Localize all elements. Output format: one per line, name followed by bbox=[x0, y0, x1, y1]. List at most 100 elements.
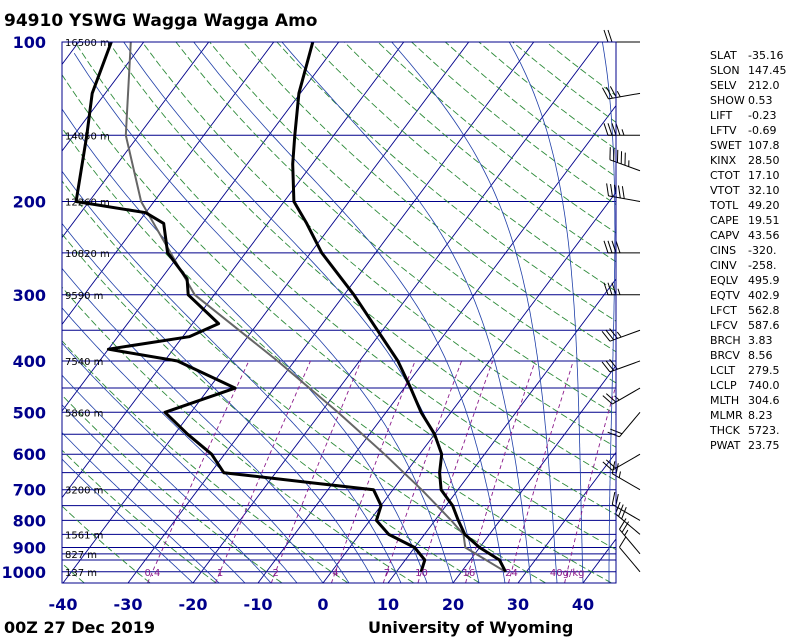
index-value: 212.0 bbox=[748, 79, 780, 92]
dry-adiabat-line bbox=[62, 233, 480, 583]
moist-adiabat-line bbox=[73, 52, 454, 583]
moist-adiabat-line bbox=[62, 342, 298, 583]
wind-barb-half bbox=[614, 395, 620, 401]
wind-barb-flag bbox=[611, 491, 616, 505]
mixing-ratio-line bbox=[214, 360, 311, 583]
index-value: 8.56 bbox=[748, 349, 773, 362]
index-key: MLTH bbox=[710, 394, 740, 407]
stability-indices: SLAT -35.16 SLON 147.45 SELV 212.0 SHOW 0.53 LIF… bbox=[710, 48, 800, 453]
index-row: SHOW 0.53 bbox=[710, 93, 800, 108]
index-row: TOTL 49.20 bbox=[710, 198, 800, 213]
mixing-ratio-label: 40g/kg bbox=[550, 568, 585, 579]
wind-barb-staff bbox=[619, 411, 641, 438]
moist-adiabat-line bbox=[508, 42, 584, 583]
index-key: CINS bbox=[710, 244, 737, 257]
index-key: MLMR bbox=[710, 409, 743, 422]
isotherm-line bbox=[452, 364, 616, 583]
index-key: THCK bbox=[710, 424, 740, 437]
isotherm-line bbox=[0, 42, 14, 583]
temperature-tick-label: 0 bbox=[317, 595, 328, 614]
wind-barb-flag bbox=[611, 282, 617, 295]
wind-barb-flag bbox=[602, 87, 609, 100]
index-row: LFCT 562.8 bbox=[710, 303, 800, 318]
moist-adiabat-line bbox=[391, 42, 558, 583]
moist-adiabat-line bbox=[62, 267, 350, 583]
wind-barb-flag bbox=[607, 123, 613, 136]
temperature-tick-label: 20 bbox=[442, 595, 464, 614]
height-label: 16500 m bbox=[65, 38, 110, 49]
dewpoint-curve bbox=[74, 42, 427, 573]
isotherm-line bbox=[192, 42, 600, 583]
footer-source: University of Wyoming bbox=[368, 618, 573, 637]
pressure-tick-label: 600 bbox=[13, 445, 46, 464]
mixing-ratio-label: 10 bbox=[415, 568, 428, 579]
index-row: LCLT 279.5 bbox=[710, 363, 800, 378]
index-value: 23.75 bbox=[748, 439, 780, 452]
index-key: TOTL bbox=[710, 199, 739, 212]
temperature-tick-label: -30 bbox=[114, 595, 143, 614]
index-value: 562.8 bbox=[748, 304, 780, 317]
index-row: LIFT -0.23 bbox=[710, 108, 800, 123]
wind-barbs bbox=[601, 29, 641, 573]
index-value: 8.23 bbox=[748, 409, 773, 422]
isotherm-line bbox=[127, 42, 535, 583]
index-value: 402.9 bbox=[748, 289, 780, 302]
wind-barb-flag bbox=[605, 86, 613, 99]
wind-barb-flag bbox=[615, 240, 621, 253]
index-row: CAPV 43.56 bbox=[710, 228, 800, 243]
index-value: 3.83 bbox=[748, 334, 773, 347]
index-value: 28.50 bbox=[748, 154, 780, 167]
mixing-ratio-line bbox=[508, 360, 574, 583]
index-value: 304.6 bbox=[748, 394, 780, 407]
index-key: CAPV bbox=[710, 229, 740, 242]
pressure-tick-label: 400 bbox=[13, 352, 46, 371]
isotherm-line bbox=[62, 42, 145, 152]
index-key: LCLT bbox=[710, 364, 736, 377]
dry-adiabat-line bbox=[209, 42, 616, 384]
wind-barb-flag bbox=[611, 123, 617, 136]
index-row: SLON 147.45 bbox=[710, 63, 800, 78]
moist-adiabat-line bbox=[62, 374, 272, 583]
height-label: 1561 m bbox=[65, 530, 103, 541]
index-value: 5723. bbox=[748, 424, 780, 437]
wind-barb bbox=[606, 183, 641, 202]
dry-adiabat-line bbox=[62, 340, 349, 583]
index-value: 0.53 bbox=[748, 94, 773, 107]
wind-barb-flag bbox=[601, 330, 611, 342]
wind-barb-flag bbox=[617, 185, 621, 199]
temperature-tick-label: 40 bbox=[572, 595, 594, 614]
grid-lines bbox=[0, 42, 616, 583]
wind-barb-flag bbox=[607, 240, 613, 253]
index-key: BRCH bbox=[710, 334, 741, 347]
wind-barb-flag bbox=[603, 282, 609, 295]
wind-barb bbox=[619, 518, 641, 555]
wind-barb-staff bbox=[619, 546, 641, 573]
wind-barb-flag bbox=[602, 461, 613, 471]
isotherm-line bbox=[62, 42, 80, 66]
wind-barb-staff bbox=[612, 453, 641, 471]
wind-barb bbox=[602, 86, 641, 100]
mixing-ratio-line bbox=[270, 360, 362, 583]
isotherm-line bbox=[62, 42, 210, 239]
pressure-tick-label: 300 bbox=[13, 286, 46, 305]
pressure-tick-label: 100 bbox=[13, 33, 46, 52]
moist-adiabat-line bbox=[281, 42, 532, 583]
mixing-ratio-label: 24 bbox=[505, 568, 518, 579]
wind-barb-half bbox=[617, 288, 621, 295]
dry-adiabat-line bbox=[62, 73, 616, 551]
parcel-curve bbox=[124, 42, 507, 573]
mixing-ratio-label: 2 bbox=[272, 568, 278, 579]
temperature-tick-label: -20 bbox=[179, 595, 208, 614]
pressure-tick-label: 700 bbox=[13, 481, 46, 500]
wind-barb-flag bbox=[611, 240, 617, 253]
wind-barb bbox=[602, 387, 641, 405]
temperature-tick-label: -40 bbox=[49, 595, 78, 614]
index-key: CAPE bbox=[710, 214, 739, 227]
index-value: 17.10 bbox=[748, 169, 780, 182]
height-label: 12260 m bbox=[65, 197, 110, 208]
index-key: SELV bbox=[710, 79, 737, 92]
height-label: 9590 m bbox=[65, 291, 103, 302]
isotherm-line bbox=[387, 278, 616, 583]
plot-frame bbox=[61, 41, 617, 584]
